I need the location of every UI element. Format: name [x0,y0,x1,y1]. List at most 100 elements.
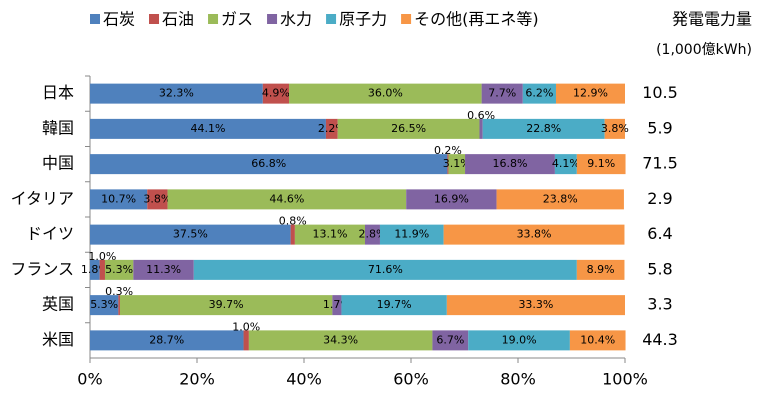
bar-segment [554,154,577,175]
bar-segment [447,154,449,175]
legend-swatch [90,14,100,24]
data-label: 0.8% [279,215,307,228]
data-label: 11.9% [394,228,429,241]
data-label: 71.6% [368,263,403,276]
data-label: 19.0% [502,333,537,346]
data-label: 0.6% [467,109,495,122]
total-label: 5.9 [647,118,672,137]
bar-segment [379,224,444,245]
bar-segment [104,259,134,280]
data-label: 8.9% [587,263,615,276]
bar-segment [341,295,447,316]
data-label: 4.9% [262,87,290,100]
data-label: 36.0% [368,87,403,100]
bar-segment [364,224,380,245]
data-label: 0.3% [105,285,133,298]
data-label: 23.8% [543,192,578,205]
bar-segment [432,330,469,351]
bar-segment [289,83,482,104]
bar-segment [443,224,625,245]
data-label: 3.1% [443,157,471,170]
data-label: 32.3% [159,87,194,100]
data-label: 10.7% [101,192,136,205]
bar-segment [555,83,625,104]
bar-segment [147,189,168,210]
bar-segment [496,189,624,210]
bar-segment [569,330,626,351]
data-label: 7.7% [488,87,516,100]
bar-segment [262,83,290,104]
data-label: 16.8% [492,157,527,170]
bar-segment [90,189,148,210]
bar-segment [337,118,480,139]
legend-swatch [326,14,337,24]
data-label: 12.9% [573,87,608,100]
bar-segment [576,259,625,280]
total-label: 6.4 [647,224,672,243]
data-label: 16.9% [434,192,469,205]
bar-segment [479,118,483,139]
total-label: 5.8 [647,259,672,278]
bar-segment [332,295,342,316]
legend-swatch [267,14,278,24]
bar-segment [90,330,244,351]
data-label: 2.8% [359,228,387,241]
bar-segment [465,154,555,175]
total-label: 71.5 [642,154,678,173]
total-unit: (1,000億kWh) [656,42,752,58]
data-label: 28.7% [149,333,184,346]
data-label: 66.8% [251,157,286,170]
data-label: 4.1% [552,157,580,170]
data-label: 33.3% [518,298,553,311]
data-label: 26.5% [391,122,426,135]
data-label: 37.5% [173,228,208,241]
bar-segment [118,295,120,316]
category-label: 中国 [42,154,74,173]
data-label: 22.8% [526,122,561,135]
total-label: 3.3 [647,295,672,314]
data-label: 10.4% [580,333,615,346]
bar-segment [446,295,625,316]
data-label: 6.7% [436,333,464,346]
category-label: 英国 [42,295,74,314]
legend-label: ガス [221,10,253,29]
bar-segment [576,154,626,175]
bar-segment [243,330,249,351]
bar-segment [99,259,105,280]
category-label: 韓国 [42,118,74,137]
bar-segment [294,224,365,245]
bar-segment [481,83,523,104]
category-label: 日本 [42,83,74,102]
data-label: 33.8% [517,228,552,241]
bar-segment [482,118,605,139]
category-label: ドイツ [26,224,74,243]
legend-swatch [208,14,219,24]
category-label: イタリア [11,189,74,208]
data-label: 34.3% [323,333,358,346]
x-tick-label: 20% [179,370,215,389]
legend-swatch [401,14,412,24]
data-label: 6.2% [525,87,553,100]
data-label: 39.7% [209,298,244,311]
data-label: 44.6% [269,192,304,205]
bar-segment [604,118,625,139]
bar-segment [90,83,263,104]
x-tick-label: 0% [77,370,102,389]
bar-segment [90,118,326,139]
x-tick-label: 60% [393,370,429,389]
bar-segment [193,259,577,280]
x-tick-label: 100% [602,370,648,389]
bar-segment [468,330,570,351]
data-label: 9.1% [587,157,615,170]
bar-segment [406,189,497,210]
bar-segment [248,330,433,351]
total-label: 2.9 [647,189,672,208]
category-label: フランス [10,259,74,278]
bar-segment [448,154,466,175]
total-label: 10.5 [642,83,678,102]
total-title: 発電電力量 [672,10,752,29]
data-label: 11.3% [146,263,181,276]
data-label: 13.1% [312,228,347,241]
x-tick-label: 40% [286,370,322,389]
data-label: 0.2% [434,144,462,157]
